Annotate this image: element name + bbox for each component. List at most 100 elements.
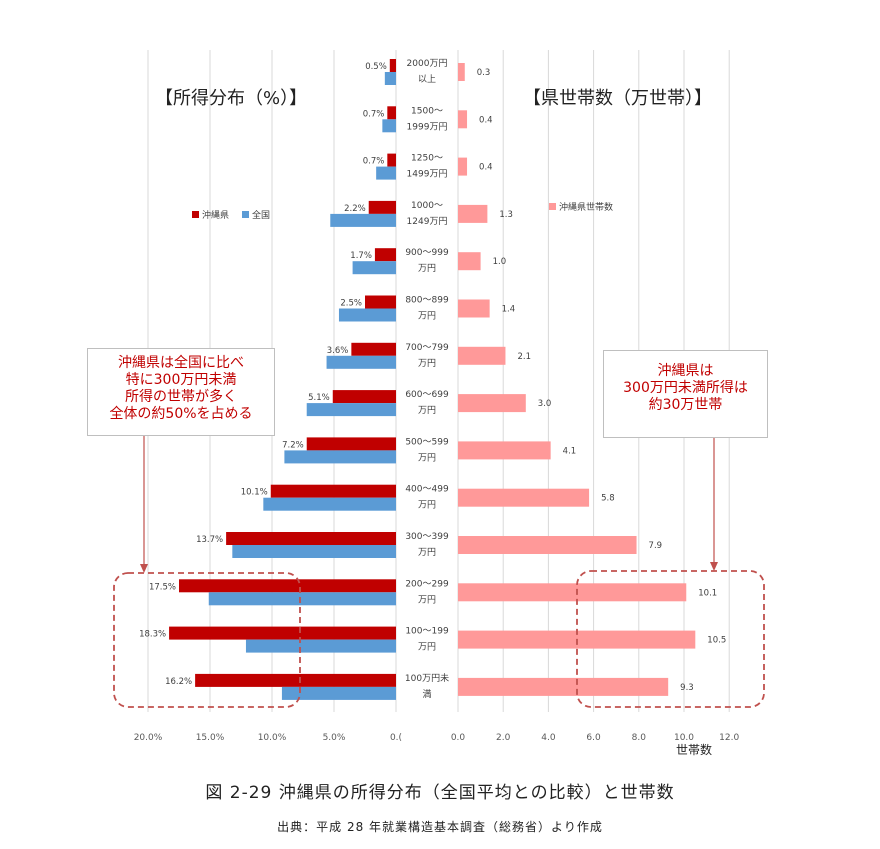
okinawa-data-label: 2.5% [340, 299, 362, 309]
households-data-label: 7.9 [649, 541, 663, 551]
category-label: 満 [422, 689, 431, 700]
category-label: 以上 [418, 74, 436, 85]
okinawa-data-label: 3.6% [327, 346, 349, 356]
left-legend: 沖縄県 全国 [192, 209, 270, 221]
households-bar [458, 394, 526, 413]
okinawa-bar [389, 59, 396, 72]
national-bar [382, 119, 396, 133]
okinawa-data-label: 5.1% [308, 393, 330, 403]
okinawa-bar [306, 437, 396, 451]
right-callout-line-3: 約30万世帯 [648, 397, 723, 413]
right-callout: 沖縄県は 300万円未満所得は 約30万世帯 [603, 350, 768, 438]
households-data-label: 0.4 [479, 163, 493, 173]
right-tick-label: 2.0 [496, 733, 511, 743]
left-callout-line-2: 特に300万円未満 [125, 372, 237, 388]
okinawa-data-label: 18.3% [139, 630, 166, 640]
category-label: 600～699 [405, 390, 449, 400]
category-label: 万円 [418, 263, 436, 274]
national-bar [284, 450, 396, 464]
category-label: 100万円未 [405, 672, 449, 684]
okinawa-bar [387, 106, 396, 120]
okinawa-bar [179, 579, 396, 593]
category-label: 1999万円 [407, 121, 448, 132]
national-bar [281, 686, 396, 700]
category-label: 1499万円 [407, 169, 448, 180]
households-data-label: 5.8 [601, 494, 615, 504]
category-label: 1249万円 [407, 216, 448, 227]
households-data-label: 3.0 [538, 399, 552, 409]
national-bar [326, 355, 396, 369]
okinawa-bar [332, 390, 396, 404]
right-tick-label: 0.0 [451, 733, 466, 743]
okinawa-bar [270, 484, 396, 498]
category-label: 1500～ [411, 106, 443, 116]
left-highlight-box [113, 572, 301, 708]
category-label: 200～299 [405, 579, 449, 589]
figure-caption: 図 2-29 沖縄県の所得分布（全国平均との比較）と世帯数 [205, 783, 675, 803]
right-tick-label: 4.0 [541, 733, 556, 743]
category-label: 700～799 [405, 343, 449, 353]
households-bar [458, 346, 506, 365]
right-axis-ticks: 0.0 2.0 4.0 6.0 8.0 10.0 12.0 [451, 733, 740, 743]
category-label: 2000万円 [407, 58, 448, 69]
households-bar [458, 488, 590, 507]
households-bar [458, 583, 687, 602]
left-arrow [140, 436, 148, 573]
left-callout-line-4: 全体の約50%を占める [109, 406, 253, 422]
okinawa-bar [226, 532, 396, 545]
right-axis-unit-label: 世帯数 [676, 742, 712, 757]
right-callout-line-1: 沖縄県は [657, 363, 714, 379]
left-tick-label: 5.0% [323, 733, 346, 743]
households-bar [458, 204, 488, 223]
households-bar [458, 252, 481, 271]
okinawa-data-label: 0.5% [365, 62, 387, 72]
left-callout: 沖縄県は全国に比べ 特に300万円未満 所得の世帯が多く 全体の約50%を占める [87, 348, 275, 436]
households-data-label: 10.1 [698, 588, 717, 598]
okinawa-bar [365, 295, 396, 309]
households-data-label: 1.3 [499, 210, 513, 220]
households-data-label: 1.4 [502, 305, 516, 315]
right-legend: 沖縄県世帯数 [549, 201, 613, 213]
households-data-label: 2.1 [517, 352, 531, 362]
households-bar [458, 63, 465, 81]
okinawa-bar [195, 673, 396, 687]
national-bar [208, 592, 396, 606]
households-bar [458, 536, 637, 554]
category-label: 1000～ [411, 201, 443, 211]
category-label: 1250～ [411, 154, 443, 164]
okinawa-bar [368, 200, 396, 214]
okinawa-data-label: 1.7% [350, 251, 372, 261]
national-bar [338, 308, 396, 322]
category-label: 500～599 [405, 437, 449, 447]
category-label: 万円 [418, 594, 436, 605]
left-tick-label: 20.0% [134, 733, 163, 743]
right-panel-title: 【県世帯数（万世帯）】 [523, 88, 712, 109]
national-bar [384, 72, 396, 85]
households-bar [458, 157, 468, 176]
legend-households-label: 沖縄県世帯数 [559, 201, 613, 213]
households-bar [458, 299, 490, 318]
category-label: 万円 [418, 642, 436, 653]
category-label: 万円 [418, 452, 436, 463]
legend-okinawa-swatch [192, 211, 199, 218]
right-arrow [710, 438, 718, 571]
households-data-label: 4.1 [563, 446, 577, 456]
right-tick-label: 6.0 [586, 733, 601, 743]
category-label: 万円 [418, 500, 436, 511]
okinawa-bar [351, 342, 396, 356]
okinawa-data-label: 10.1% [241, 488, 268, 498]
left-tick-label: 0.( [390, 733, 402, 743]
okinawa-bar [387, 153, 396, 167]
left-tick-label: 15.0% [196, 733, 225, 743]
figure-source: 出典：平成 28 年就業構造基本調査（総務省）より作成 [277, 820, 603, 834]
category-label: 万円 [418, 405, 436, 416]
households-data-label: 9.3 [680, 683, 694, 693]
category-label: 400～499 [405, 485, 449, 495]
national-bar [306, 403, 396, 417]
population-income-chart: 【所得分布（%）】 【県世帯数（万世帯）】 沖縄県 全国 沖縄県世帯数 0.5%… [113, 50, 765, 757]
category-label: 300～399 [405, 532, 449, 542]
okinawa-data-label: 0.7% [363, 109, 385, 119]
households-data-label: 0.4 [479, 115, 493, 125]
category-label: 100～199 [405, 627, 449, 637]
